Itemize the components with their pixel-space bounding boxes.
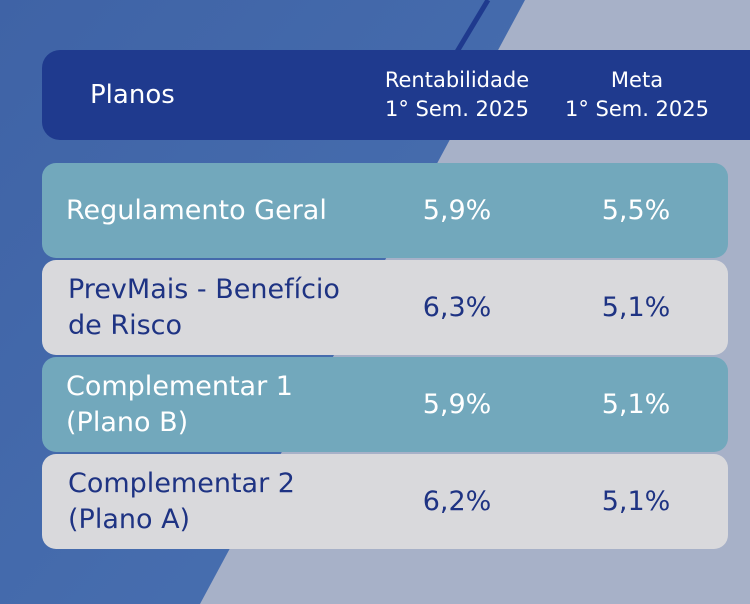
plan-name: Complementar 1 (Plano B) <box>66 357 293 452</box>
table-row: Complementar 1 (Plano B) 5,9% 5,1% <box>42 357 728 452</box>
header-line: 1° Sem. 2025 <box>384 97 530 121</box>
header-cell: Meta 1° Sem. 2025 <box>547 50 727 140</box>
return-cell: 6,2% <box>422 486 492 517</box>
table-row: Complementar 2 (Plano A) 6,2% 5,1% <box>42 454 728 549</box>
accent-line <box>452 0 491 57</box>
plan-name-line: Complementar 2 <box>68 467 295 499</box>
table-row: Regulamento Geral 5,9% 5,5% <box>42 163 728 258</box>
plan-name: Regulamento Geral <box>66 163 327 258</box>
header-cell: Planos <box>90 80 175 110</box>
plan-name-line: (Plano B) <box>66 406 189 438</box>
plan-name-line: de Risco <box>68 309 183 341</box>
return-cell: 5,9% <box>422 389 492 420</box>
header-line: Rentabilidade <box>384 68 530 92</box>
plan-name-line: (Plano A) <box>68 503 191 535</box>
header-line: 1° Sem. 2025 <box>564 97 710 121</box>
table-header: Planos Rentabilidade 1° Sem. 2025 Meta 1° … <box>42 50 750 140</box>
table-row: PrevMais - Benefício de Risco 6,3% 5,1% <box>42 260 728 355</box>
target-cell: 5,5% <box>601 195 671 226</box>
header-cell: Rentabilidade 1° Sem. 2025 <box>367 50 547 140</box>
return-cell: 6,3% <box>422 292 492 323</box>
target-cell: 5,1% <box>601 292 671 323</box>
target-cell: 5,1% <box>601 486 671 517</box>
plan-name-line: PrevMais - Benefício <box>68 273 340 305</box>
plan-name-line: Complementar 1 <box>66 370 293 402</box>
plan-name: PrevMais - Benefício de Risco <box>68 260 340 355</box>
header-line: Meta <box>610 68 664 92</box>
plan-name-line: Regulamento Geral <box>66 194 327 226</box>
plan-name: Complementar 2 (Plano A) <box>68 454 295 549</box>
target-cell: 5,1% <box>601 389 671 420</box>
return-cell: 5,9% <box>422 195 492 226</box>
